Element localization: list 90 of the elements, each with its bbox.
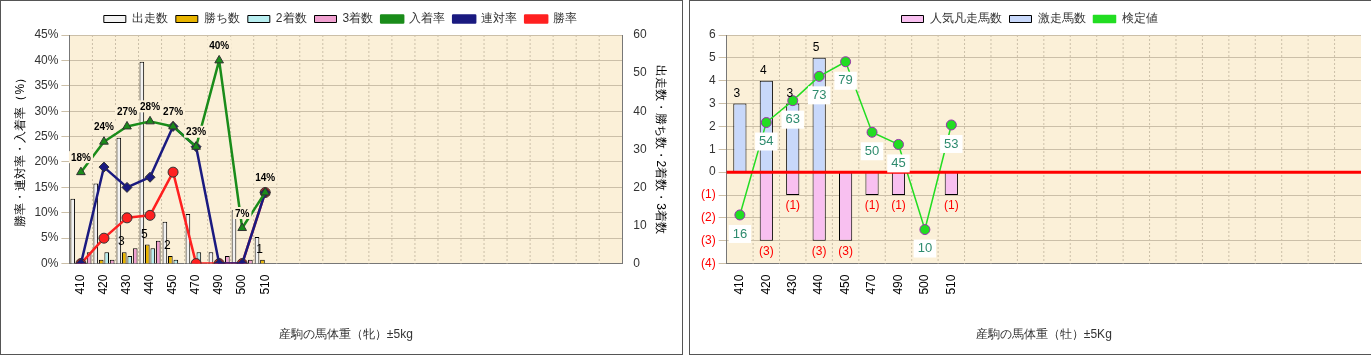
data-label: (3) — [758, 244, 774, 259]
y2-tick-label: 60 — [633, 27, 647, 42]
y-tick-label: (1) — [700, 187, 716, 202]
x-tick-label: 450 — [837, 274, 852, 295]
data-label: 7% — [234, 207, 250, 219]
data-label: 53 — [944, 135, 959, 151]
y-tick-label: 25% — [34, 128, 59, 143]
data-label: (1) — [864, 198, 880, 213]
legend-label: 人気凡走馬数 — [929, 11, 1002, 26]
x-tick-label: 420 — [96, 274, 111, 295]
data-label: 27% — [117, 106, 138, 118]
x-tick-label: 420 — [758, 274, 773, 295]
data-label: 28% — [140, 101, 161, 113]
data-label: 40% — [209, 40, 230, 52]
y-tick-label: 5 — [708, 50, 716, 65]
y-tick-label: 40% — [34, 52, 59, 67]
y2-tick-label: 20 — [633, 179, 647, 194]
x-tick-label: 490 — [211, 274, 226, 295]
x-tick-label: 510 — [257, 274, 272, 295]
y2-tick-label: 0 — [633, 255, 641, 270]
x-tick-label: 410 — [73, 274, 88, 295]
data-label: 1 — [256, 242, 264, 257]
y2-tick-label: 10 — [633, 217, 647, 232]
x-axis-title: 産駒の馬体重（牡）±5Kg — [975, 327, 1112, 342]
x-axis-title: 産駒の馬体重（牝）±5kg — [278, 327, 413, 342]
legend-label: 激走馬数 — [1037, 11, 1086, 26]
x-tick-label: 470 — [864, 274, 879, 295]
y-axis-title: 勝率・連対率・入着率（%） — [12, 71, 27, 227]
x-tick-label: 440 — [142, 274, 157, 295]
y-tick-label: 20% — [34, 154, 59, 169]
x-tick-label: 500 — [234, 274, 249, 295]
y-tick-label: 45% — [34, 27, 59, 42]
y-tick-label: 5% — [41, 230, 59, 245]
y-tick-label: (3) — [700, 233, 716, 248]
data-label: 10 — [917, 240, 933, 256]
data-label: (1) — [785, 198, 801, 213]
data-label: 5 — [812, 40, 820, 55]
x-tick-label: 410 — [732, 274, 747, 295]
legend-label: 入着率 — [409, 11, 446, 26]
data-label: 16 — [732, 225, 748, 241]
legend-label: 連対率 — [481, 11, 518, 26]
legend-label: 勝率 — [553, 11, 578, 26]
x-tick-label: 470 — [188, 274, 203, 295]
legend-label: 出走数 — [131, 11, 168, 26]
data-label: 79 — [838, 72, 853, 88]
data-label: 14% — [255, 172, 276, 184]
y2-tick-label: 40 — [633, 103, 647, 118]
y-tick-label: 6 — [708, 27, 716, 42]
legend-label: 検定値 — [1121, 11, 1158, 26]
x-tick-label: 430 — [119, 274, 134, 295]
legend-label: 2着数 — [275, 11, 307, 26]
y-tick-label: 15% — [34, 179, 59, 194]
data-label: 4 — [759, 63, 767, 78]
data-label: (3) — [838, 244, 853, 259]
y-tick-label: 2 — [708, 118, 716, 133]
y-tick-label: 10% — [34, 205, 59, 220]
x-tick-label: 450 — [165, 274, 180, 295]
y-tick-label: 30% — [34, 103, 59, 118]
data-label: 54 — [759, 133, 774, 149]
data-label: (1) — [891, 198, 906, 213]
y-tick-label: 3 — [708, 95, 716, 110]
y-tick-label: 1 — [708, 141, 716, 156]
y-tick-label: 35% — [34, 78, 59, 93]
legend-label: 3着数 — [342, 11, 374, 26]
y-tick-label: (4) — [700, 255, 716, 270]
y2-tick-label: 30 — [633, 141, 647, 156]
y2-axis-title: 出走数・勝ち数・2着数・3着数 — [654, 64, 669, 234]
data-label: 45 — [891, 155, 906, 170]
x-tick-label: 490 — [890, 274, 905, 295]
data-label: 3 — [733, 85, 741, 100]
x-tick-label: 510 — [943, 274, 958, 295]
data-label: 3 — [786, 85, 794, 100]
data-label: (1) — [943, 198, 959, 213]
legend-label: 勝ち数 — [203, 11, 240, 26]
x-tick-label: 430 — [785, 274, 800, 295]
y-tick-label: (2) — [700, 210, 716, 225]
y-tick-label: 4 — [708, 73, 716, 88]
data-label: (3) — [811, 244, 827, 259]
x-tick-label: 500 — [917, 274, 932, 295]
data-label: 73 — [811, 86, 827, 102]
y-tick-label: 0% — [41, 255, 59, 270]
y-tick-label: 0 — [708, 164, 716, 179]
data-label: 24% — [93, 121, 115, 133]
x-tick-label: 440 — [811, 274, 826, 295]
data-label: 18% — [70, 151, 92, 163]
data-label: 23% — [186, 126, 207, 138]
data-label: 63 — [785, 111, 800, 127]
data-label: 50 — [864, 142, 880, 158]
y2-tick-label: 50 — [633, 65, 647, 80]
data-label: 27% — [163, 106, 184, 118]
